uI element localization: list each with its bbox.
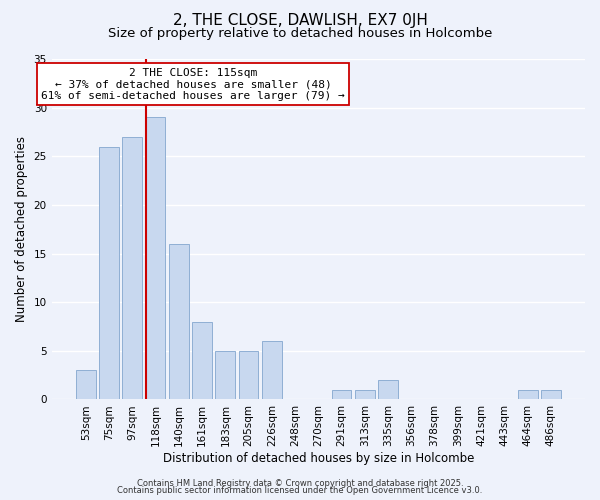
Bar: [541, 390, 561, 400]
Text: 2, THE CLOSE, DAWLISH, EX7 0JH: 2, THE CLOSE, DAWLISH, EX7 0JH: [173, 12, 427, 28]
Bar: [378, 380, 398, 400]
Bar: [192, 322, 212, 400]
Bar: [518, 390, 538, 400]
Bar: [239, 351, 259, 400]
Bar: [355, 390, 375, 400]
Bar: [122, 137, 142, 400]
X-axis label: Distribution of detached houses by size in Holcombe: Distribution of detached houses by size …: [163, 452, 474, 465]
Bar: [76, 370, 95, 400]
Bar: [332, 390, 352, 400]
Bar: [262, 341, 282, 400]
Text: 2 THE CLOSE: 115sqm
← 37% of detached houses are smaller (48)
61% of semi-detach: 2 THE CLOSE: 115sqm ← 37% of detached ho…: [41, 68, 345, 100]
Bar: [215, 351, 235, 400]
Y-axis label: Number of detached properties: Number of detached properties: [15, 136, 28, 322]
Text: Size of property relative to detached houses in Holcombe: Size of property relative to detached ho…: [108, 28, 492, 40]
Bar: [146, 118, 166, 400]
Text: Contains public sector information licensed under the Open Government Licence v3: Contains public sector information licen…: [118, 486, 482, 495]
Bar: [99, 146, 119, 400]
Bar: [169, 244, 188, 400]
Text: Contains HM Land Registry data © Crown copyright and database right 2025.: Contains HM Land Registry data © Crown c…: [137, 478, 463, 488]
